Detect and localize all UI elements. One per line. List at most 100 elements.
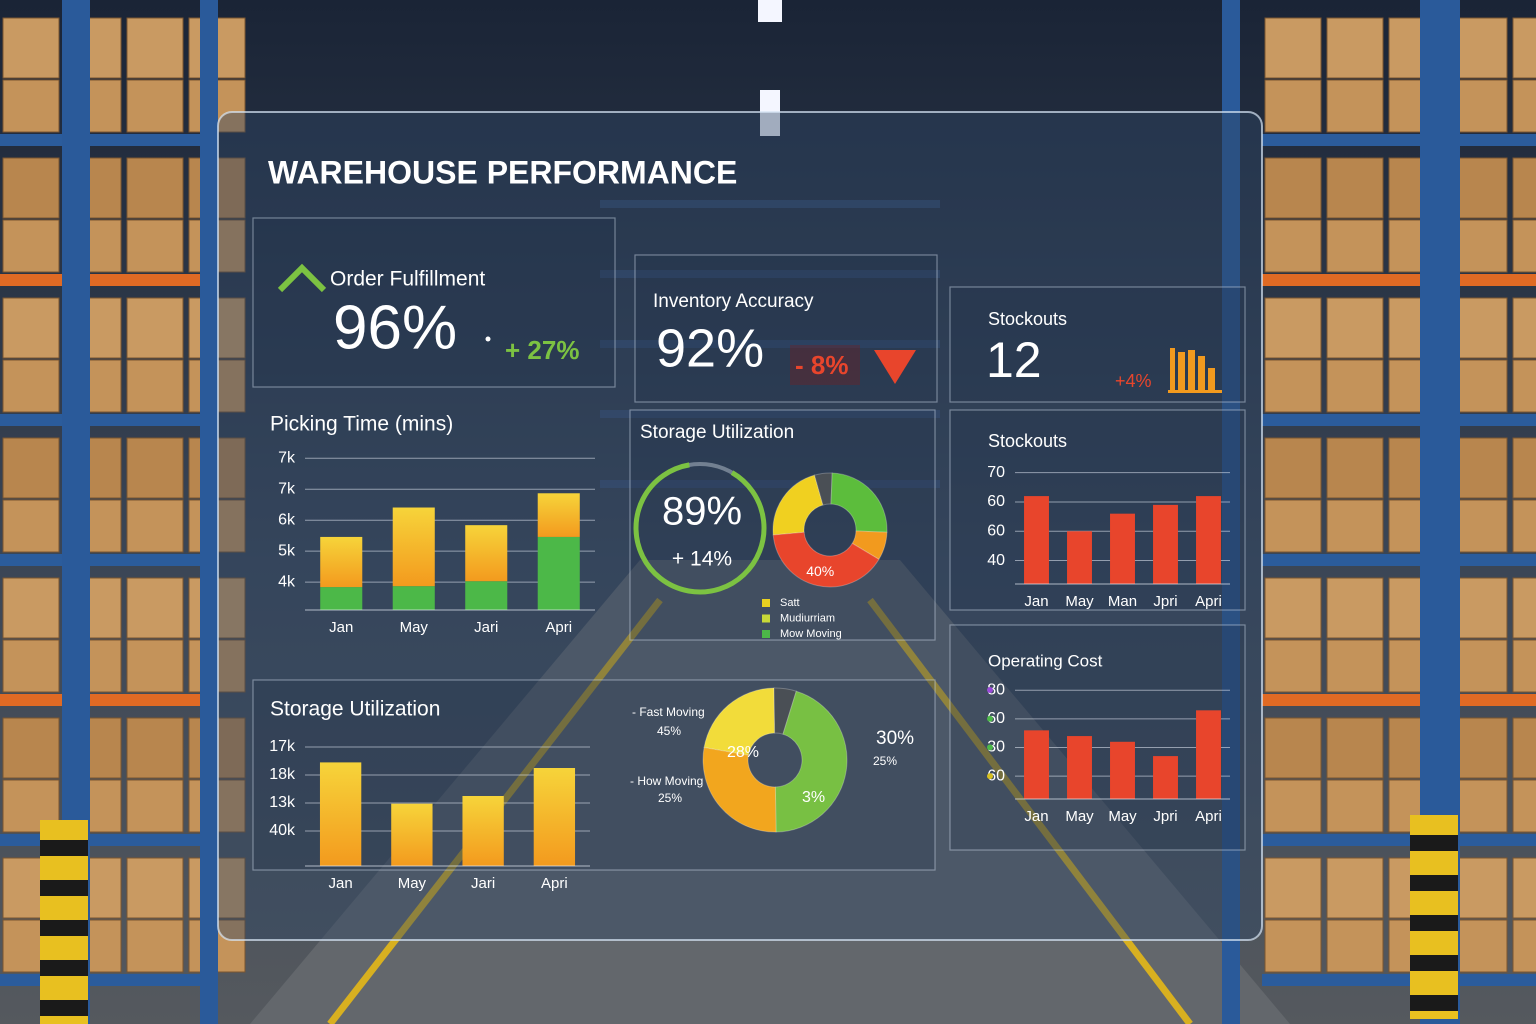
box [1450,779,1508,833]
box [1512,157,1536,219]
x-tick-label: Jari [471,875,495,892]
ceiling-light [758,0,782,22]
beam [0,554,215,566]
kpi-value: 92% [656,318,764,378]
bar [1024,730,1049,799]
annotation: 3% [802,789,825,806]
kpi-value: 12 [986,332,1042,388]
pie-slice [851,530,888,561]
x-tick-label: Apri [1195,808,1222,825]
y-tick-label: 30 [987,739,1005,756]
pie-slice [772,531,880,588]
y-tick-label: 40 [987,552,1005,569]
box [1512,639,1536,693]
box [1512,717,1536,779]
box [1450,919,1508,973]
pie-slice [772,474,824,536]
legend-swatch [762,630,770,638]
x-tick-label: May [400,619,429,636]
box [1450,577,1508,639]
kpi-label: Order Fulfillment [330,268,485,291]
bar [391,803,433,866]
box [126,857,184,919]
beam [1262,414,1536,426]
kpi-change: + 27% [505,335,579,365]
bar-segment [537,493,580,537]
box [1326,157,1384,219]
chart-title: Picking Time (mins) [270,413,453,436]
chart-title: Stockouts [988,431,1067,451]
beam [0,974,215,986]
box [1512,779,1536,833]
bar-segment [392,586,435,610]
y-tick-label: 60 [987,493,1005,510]
guard-stripe [1410,915,1458,931]
box [1264,919,1322,973]
upright [1222,0,1240,1024]
icon-base [1168,390,1222,393]
box [1326,219,1384,273]
y-tick-label: 18k [269,766,296,783]
box [126,577,184,639]
annotation: 30% [876,728,914,749]
box [1326,577,1384,639]
back-shelf [600,480,940,488]
box [126,17,184,79]
beam [1262,554,1536,566]
legend-swatch [762,599,770,607]
box [1264,219,1322,273]
bar-segment [465,581,508,610]
bar [1196,496,1221,584]
box [126,779,184,833]
chart-title: Storage Utilization [270,698,440,721]
box [1450,17,1508,79]
box [126,499,184,553]
icon-bar [1198,356,1205,390]
box [1326,79,1384,133]
kpi-change: +4% [1115,371,1152,391]
beam [0,414,215,426]
x-tick-label: Apri [1195,593,1222,610]
x-tick-label: Jpri [1153,808,1177,825]
pie-slice [813,472,833,506]
beam [1262,134,1536,146]
bar-segment [320,587,363,610]
annotation: - Fast Moving [632,705,705,719]
axis-dot [987,715,993,722]
icon-bar [1208,368,1215,390]
box [1512,17,1536,79]
box [1264,639,1322,693]
back-shelf [600,200,940,208]
box [1264,359,1322,413]
x-tick-label: May [1065,808,1094,825]
bar-icon [1168,348,1222,393]
gauge-arc [633,462,767,595]
box [1264,17,1322,79]
box [126,297,184,359]
legend-label: Mudiurriam [780,612,835,624]
bar [319,762,362,866]
box [1450,717,1508,779]
y-tick-label: 7k [278,450,296,467]
legend-label: Satt [780,597,800,609]
y-tick-label: 6k [278,511,296,528]
icon-bar [1170,348,1175,390]
annotation: 28% [727,744,759,761]
x-tick-label: May [398,875,427,892]
box [2,359,60,413]
y-tick-label: 4k [278,573,296,590]
y-tick-label: 60 [987,767,1005,784]
bar-segment [465,525,508,582]
beam [0,274,215,286]
box [1450,157,1508,219]
box [1450,79,1508,133]
guard-stripe [40,840,88,856]
box [126,79,184,133]
box [1512,219,1536,273]
x-tick-label: Jan [1024,593,1048,610]
y-tick-label: 80 [987,682,1005,699]
box [1326,639,1384,693]
annotation: 45% [657,724,681,738]
back-shelf [600,340,940,348]
